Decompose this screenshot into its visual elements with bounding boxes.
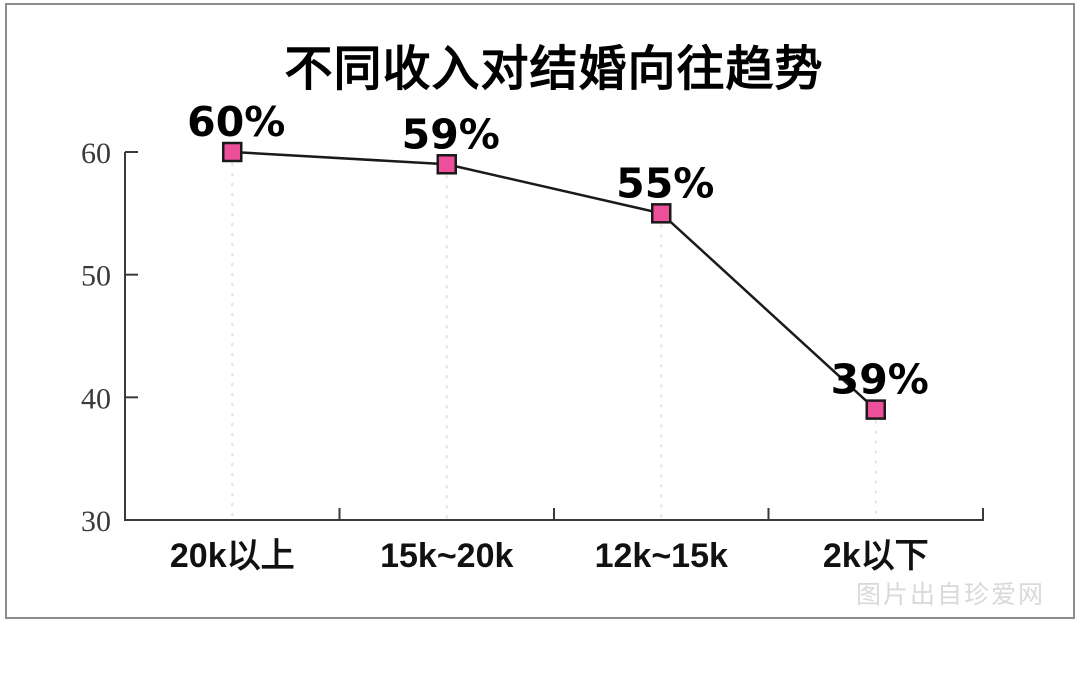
- x-category-label: 12k~15k: [595, 537, 728, 575]
- chart-title: 不同收入对结婚向往趋势: [284, 43, 824, 96]
- chart-panel: 不同收入对结婚向往趋势 60 50 40 30 60% 59% 55% 39% 20k以上 15k…: [5, 3, 1075, 619]
- watermark-text: 图片出自珍爱网: [855, 581, 1045, 609]
- y-tick-label: 60: [81, 137, 111, 170]
- y-tick-label: 50: [81, 260, 111, 293]
- x-category-label: 2k以下: [823, 537, 929, 575]
- y-tick-label: 30: [81, 505, 111, 538]
- data-point-marker: [651, 203, 672, 224]
- x-category-label: 20k以上: [170, 537, 295, 575]
- data-point-label: 55%: [616, 159, 714, 207]
- data-point-marker: [436, 154, 457, 175]
- line-chart: 60 50 40 30 60% 59% 55% 39% 20k以上 15k~20k 12k~15k 2…: [81, 98, 984, 575]
- data-point-label: 39%: [831, 356, 929, 404]
- data-point-label: 59%: [402, 110, 500, 158]
- y-tick-label: 40: [81, 382, 111, 415]
- data-point-marker: [865, 399, 886, 420]
- data-point-marker: [222, 141, 243, 163]
- x-category-label: 15k~20k: [380, 537, 513, 575]
- trend-line: [232, 150, 877, 411]
- data-point-label: 60%: [187, 98, 285, 146]
